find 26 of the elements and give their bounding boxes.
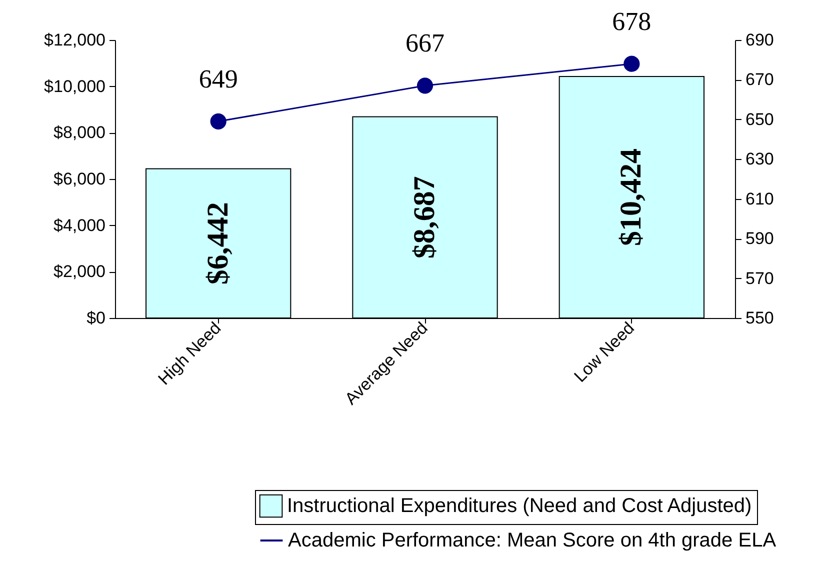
- y2-tick-label: 630: [746, 150, 774, 169]
- y-tick-label: $8,000: [54, 123, 106, 142]
- y-tick-label: $6,000: [54, 170, 106, 188]
- data-label: $8,687: [408, 176, 441, 259]
- y-tick-label: $0: [86, 308, 106, 328]
- y-tick-label: $4,000: [54, 216, 106, 235]
- y-tick-label: $2,000: [54, 262, 106, 282]
- legend-label: Instructional Expenditures (Need and Cost Adjusted): [287, 495, 752, 517]
- legend-label: Academic Performance: Mean Score on 4th grade ELA: [288, 530, 777, 552]
- y2-tick-label: 670: [746, 70, 774, 90]
- y2-tick-label: 610: [746, 189, 774, 208]
- point: [416, 78, 434, 94]
- y2-tick-label: 590: [746, 229, 774, 248]
- y2-tick-label: 570: [746, 268, 774, 288]
- y-tick-label: $10,000: [44, 76, 106, 96]
- y-tick-label: $12,000: [44, 30, 106, 50]
- y2-tick-label: 550: [746, 308, 774, 328]
- point: [210, 113, 226, 130]
- data-label: $10,424: [614, 148, 648, 246]
- data-label: 667: [406, 28, 444, 58]
- y2-tick-label: 690: [746, 30, 774, 50]
- point: [624, 56, 640, 72]
- data-label: 649: [198, 64, 238, 94]
- y2-tick-label: 650: [746, 110, 774, 129]
- data-label: 678: [612, 6, 652, 36]
- data-label: $6,442: [201, 202, 234, 285]
